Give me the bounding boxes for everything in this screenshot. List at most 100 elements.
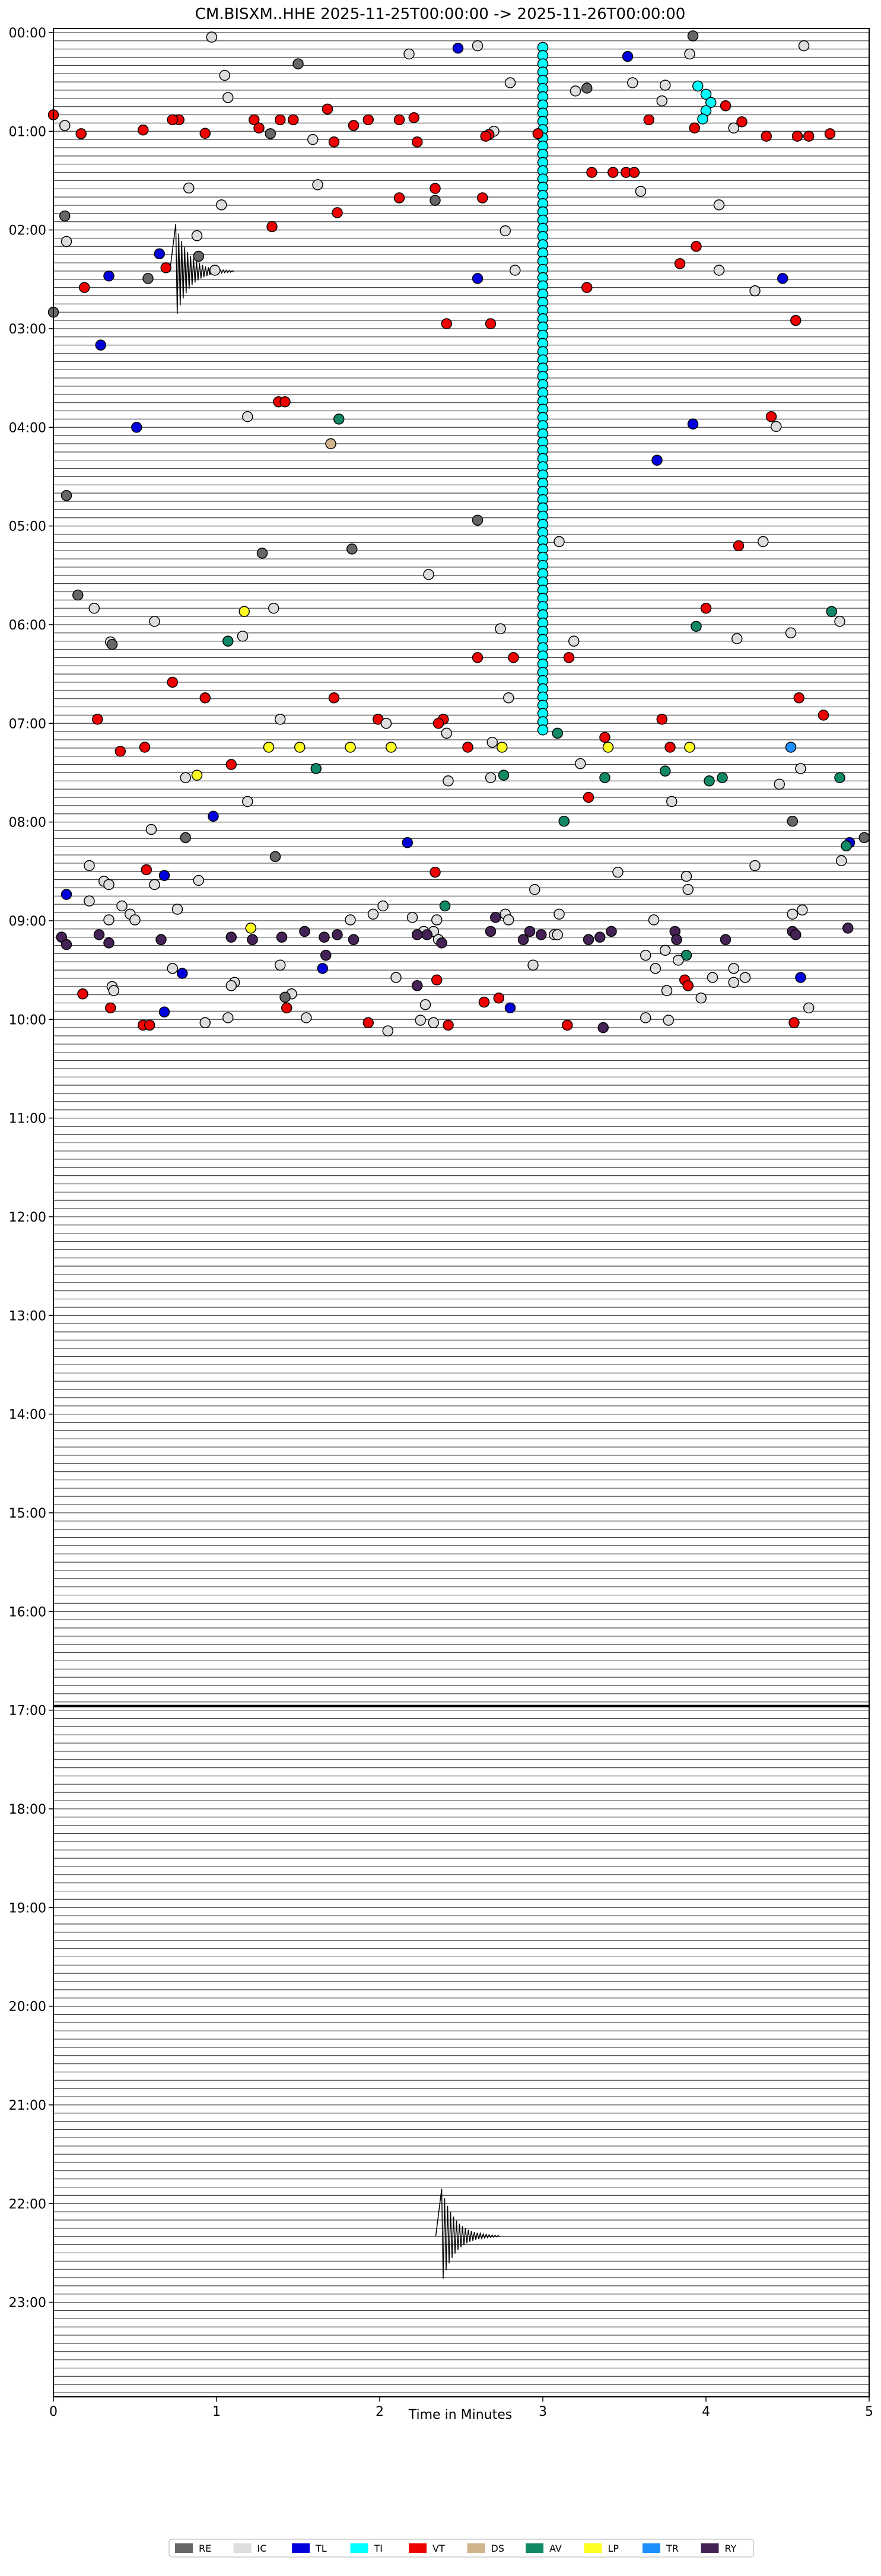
event-marker-ti — [692, 80, 704, 92]
event-marker-av — [439, 900, 451, 912]
event-marker-ic — [216, 199, 227, 211]
event-marker-vt — [736, 116, 748, 128]
event-marker-av — [717, 772, 728, 783]
event-marker-tl — [103, 270, 115, 282]
event-marker-ic — [728, 977, 739, 988]
event-marker-re — [180, 832, 191, 844]
event-marker-ic — [684, 48, 695, 60]
event-marker-ic — [222, 92, 234, 103]
y-tick-label: 02:00 — [9, 224, 46, 238]
legend-swatch-ds — [467, 2543, 485, 2553]
event-marker-vt — [583, 791, 594, 803]
event-marker-re — [142, 273, 154, 284]
y-tick-label: 15:00 — [9, 1506, 46, 1521]
event-marker-ry — [155, 934, 167, 946]
x-tick-label: 3 — [539, 2405, 547, 2419]
event-marker-ic — [382, 1025, 393, 1036]
event-marker-ic — [180, 772, 191, 783]
chart-title: CM.BISXM..HHE 2025-11-25T00:00:00 -> 202… — [195, 5, 686, 23]
legend-swatch-re — [175, 2543, 193, 2553]
event-marker-vt — [824, 128, 836, 139]
event-marker-vt — [253, 122, 265, 133]
event-marker-vt — [720, 100, 731, 112]
event-marker-vt — [562, 1019, 573, 1031]
event-marker-ti — [537, 724, 549, 736]
event-marker-ic — [149, 879, 160, 891]
event-marker-tl — [472, 273, 484, 284]
event-marker-vt — [803, 131, 815, 142]
event-marker-lp — [294, 742, 306, 753]
waveform-spike — [435, 2189, 500, 2279]
event-marker-vt — [674, 258, 686, 269]
event-marker-tl — [452, 43, 464, 54]
event-marker-re — [265, 128, 276, 139]
event-marker-ic — [749, 860, 761, 872]
event-marker-ic — [661, 985, 673, 996]
event-marker-ic — [84, 860, 95, 872]
event-marker-ic — [612, 866, 624, 878]
event-marker-ic — [660, 944, 671, 956]
event-marker-re — [687, 30, 699, 42]
legend-box — [168, 2539, 754, 2558]
event-marker-ic — [367, 908, 379, 920]
event-marker-vt — [288, 114, 299, 126]
event-marker-vt — [508, 652, 519, 663]
event-marker-vt — [790, 314, 802, 326]
event-marker-tl — [208, 810, 219, 822]
event-marker-ic — [707, 972, 718, 983]
event-marker-re — [59, 210, 71, 222]
event-marker-ic — [568, 635, 580, 647]
event-marker-lp — [497, 742, 508, 753]
event-marker-ic — [103, 879, 115, 891]
event-marker-tl — [61, 889, 72, 900]
event-marker-av — [680, 949, 692, 961]
event-marker-vt — [266, 221, 278, 233]
event-marker-tl — [158, 870, 170, 881]
event-marker-tl — [622, 50, 634, 62]
event-marker-ic — [527, 959, 539, 971]
event-marker-vt — [689, 122, 700, 133]
event-marker-av — [552, 727, 563, 739]
event-marker-vt — [199, 128, 211, 139]
event-marker-vt — [431, 974, 443, 985]
event-marker-ic — [803, 1002, 815, 1014]
event-marker-vt — [478, 996, 490, 1008]
event-marker-ic — [510, 265, 521, 276]
y-tick-label: 19:00 — [9, 1901, 46, 1916]
event-markers — [47, 30, 870, 1036]
event-marker-vt — [599, 732, 610, 743]
event-marker-ry — [247, 934, 258, 946]
event-marker-ds — [325, 438, 336, 450]
legend-label-ic: IC — [257, 2543, 267, 2554]
event-marker-ic — [193, 874, 204, 886]
event-marker-ic — [713, 265, 725, 276]
event-marker-re — [193, 250, 204, 262]
event-marker-vt — [628, 167, 640, 178]
event-marker-vt — [281, 1002, 292, 1014]
event-marker-av — [310, 763, 322, 774]
event-marker-ic — [390, 972, 402, 983]
event-marker-ic — [191, 230, 203, 241]
event-marker-ic — [504, 77, 516, 88]
event-marker-vt — [105, 1002, 116, 1014]
event-marker-ry — [320, 949, 332, 961]
event-marker-tl — [131, 422, 142, 433]
legend-swatch-tr — [643, 2543, 660, 2553]
event-marker-vt — [532, 128, 543, 139]
event-marker-ic — [503, 914, 514, 926]
y-tick-label: 12:00 — [9, 1210, 46, 1225]
y-tick-label: 13:00 — [9, 1309, 46, 1324]
event-marker-vt — [328, 136, 340, 148]
event-marker-ti — [700, 88, 712, 100]
event-marker-vt — [691, 241, 702, 252]
legend-label-vt: VT — [432, 2543, 445, 2554]
event-marker-ic — [680, 870, 692, 882]
event-marker-ic — [84, 895, 95, 907]
event-marker-lp — [684, 742, 695, 753]
event-marker-ry — [412, 980, 423, 991]
event-marker-vt — [793, 692, 804, 704]
event-marker-vt — [485, 318, 497, 329]
x-tick-label: 1 — [212, 2405, 221, 2419]
